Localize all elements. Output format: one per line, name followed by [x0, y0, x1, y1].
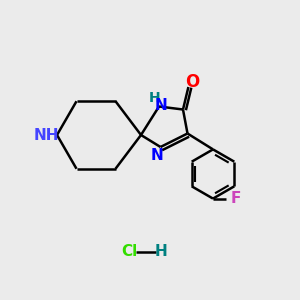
- Text: N: N: [155, 98, 168, 112]
- Text: Cl: Cl: [121, 244, 137, 260]
- Text: O: O: [185, 73, 199, 91]
- Text: H: H: [149, 91, 160, 104]
- Text: F: F: [231, 191, 241, 206]
- Text: H: H: [154, 244, 167, 260]
- Text: N: N: [151, 148, 164, 164]
- Text: NH: NH: [34, 128, 59, 142]
